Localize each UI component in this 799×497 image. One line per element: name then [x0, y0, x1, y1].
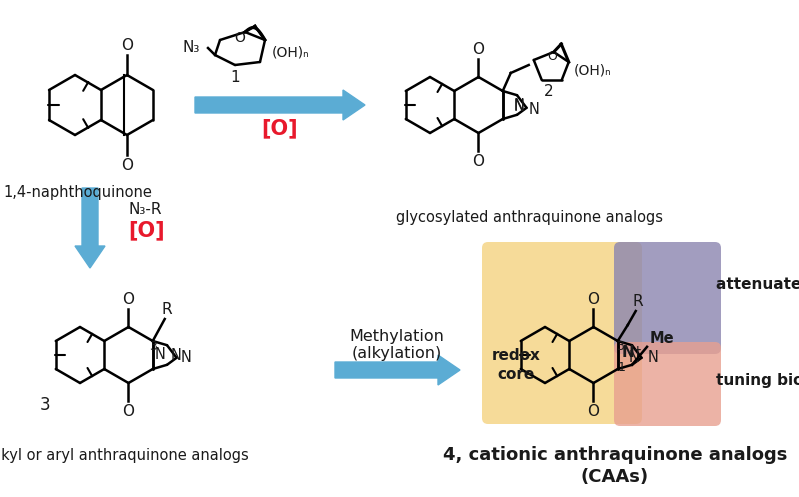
Text: N: N [629, 350, 639, 365]
Text: O: O [122, 404, 134, 418]
Text: 1: 1 [230, 71, 240, 85]
Text: 3: 3 [149, 340, 157, 353]
Polygon shape [75, 188, 105, 268]
Text: N: N [647, 350, 658, 365]
Text: Methylation
(alkylation): Methylation (alkylation) [350, 329, 444, 361]
Text: N: N [514, 98, 524, 113]
Text: O: O [122, 292, 134, 307]
Text: R: R [161, 302, 172, 317]
Text: tuning bioactivity: tuning bioactivity [716, 372, 799, 388]
Text: 3: 3 [616, 340, 624, 353]
Text: (CAAs): (CAAs) [581, 468, 649, 486]
Text: [O]: [O] [262, 118, 298, 138]
Text: R: R [633, 294, 643, 309]
Text: 1: 1 [618, 361, 626, 374]
Text: (OH)ₙ: (OH)ₙ [574, 63, 611, 77]
Text: O: O [587, 404, 599, 418]
Text: N: N [171, 348, 182, 363]
FancyBboxPatch shape [482, 242, 642, 424]
Text: O: O [587, 292, 599, 307]
Text: 2: 2 [544, 84, 554, 99]
Text: O: O [235, 31, 245, 45]
Text: Me: Me [650, 331, 674, 346]
Text: 4, cationic anthraquinone analogs: 4, cationic anthraquinone analogs [443, 446, 787, 464]
Text: N: N [529, 102, 539, 117]
Text: 3: 3 [40, 396, 50, 414]
Text: attenuated solubility: attenuated solubility [716, 277, 799, 293]
Text: [O]: [O] [128, 220, 165, 240]
FancyBboxPatch shape [614, 342, 721, 426]
Text: O: O [547, 50, 557, 63]
Text: N⁺: N⁺ [622, 345, 642, 360]
Text: N: N [181, 350, 192, 365]
Text: (OH)ₙ: (OH)ₙ [272, 45, 310, 59]
Text: alkyl or aryl anthraquinone analogs: alkyl or aryl anthraquinone analogs [0, 448, 248, 463]
Polygon shape [195, 90, 365, 120]
Text: O: O [472, 154, 484, 168]
Polygon shape [335, 355, 460, 385]
Text: O: O [121, 158, 133, 172]
Text: N₃: N₃ [183, 40, 200, 56]
Text: redox
core: redox core [491, 347, 540, 382]
Text: N₃-R: N₃-R [128, 202, 161, 218]
Text: N: N [514, 99, 524, 114]
Text: O: O [472, 42, 484, 57]
FancyBboxPatch shape [614, 242, 721, 354]
Text: O: O [121, 37, 133, 53]
Text: glycosylated anthraquinone analogs: glycosylated anthraquinone analogs [396, 210, 663, 225]
Text: 1,4-naphthoquinone: 1,4-naphthoquinone [3, 185, 153, 200]
Text: N: N [154, 347, 165, 362]
